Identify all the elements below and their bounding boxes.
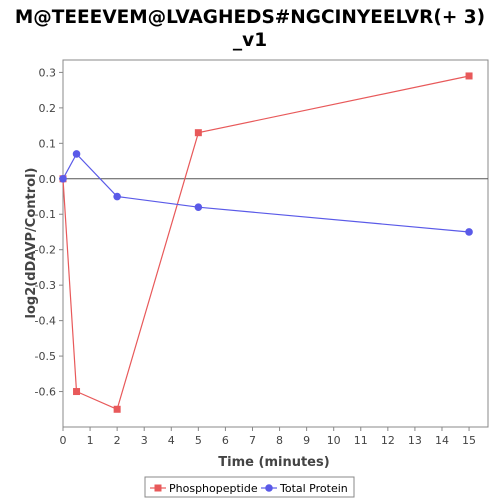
x-tick-label: 13: [408, 434, 422, 447]
plot-area: [62, 59, 489, 428]
legend-marker-total-protein: [265, 484, 273, 492]
x-tick-label: 14: [435, 434, 449, 447]
y-tick-label: 0.3: [39, 66, 57, 79]
chart-title-line-1: M@TEEEVEM@LVAGHEDS#NGCINYEELVR(+ 3): [14, 7, 486, 28]
x-tick-label: 11: [354, 434, 368, 447]
legend-box: [144, 476, 355, 498]
series-layer: [59, 72, 473, 413]
x-tick-label: 0: [60, 434, 67, 447]
data-point-phosphopeptide: [194, 129, 202, 137]
data-point-total-protein: [113, 192, 121, 201]
x-tick-label: 4: [168, 434, 175, 447]
data-point-total-protein: [72, 150, 81, 158]
x-tick-label: 8: [276, 434, 283, 447]
y-axis-title: log2(dDAVP/Control): [24, 168, 39, 319]
x-tick-label: 7: [249, 434, 256, 447]
x-tick-label: 5: [195, 434, 202, 447]
chart-title: M@TEEEVEM@LVAGHEDS#NGCINYEELVR(+ 3) _v1: [0, 6, 500, 52]
y-tick-label: 0.1: [39, 137, 57, 150]
x-tick-label: 12: [381, 434, 395, 447]
x-tick-label: 9: [303, 434, 310, 447]
x-axis: 0 1 2 3 4 5 6 7 8 9 10 11 12 13 14 15: [60, 427, 476, 447]
x-axis-title: Time (minutes): [218, 455, 329, 470]
y-tick-label: 0.0: [39, 173, 57, 186]
y-tick-label: 0.2: [39, 102, 57, 115]
data-point-phosphopeptide: [113, 405, 121, 413]
data-point-total-protein: [465, 228, 473, 236]
x-tick-label: 2: [114, 434, 121, 447]
legend-label-phosphopeptide: Phosphopeptide: [169, 482, 258, 495]
data-point-phosphopeptide: [73, 388, 81, 396]
chart-title-line-2: _v1: [232, 30, 268, 51]
data-point-total-protein: [194, 203, 203, 211]
legend-marker-phosphopeptide: [154, 484, 162, 492]
x-tick-label: 10: [327, 434, 341, 447]
y-tick-label: -0.6: [35, 386, 56, 399]
y-tick-label: -0.5: [35, 350, 56, 363]
y-tick-label: -0.3: [35, 279, 56, 292]
x-tick-label: 6: [222, 434, 229, 447]
legend-label-total-protein: Total Protein: [279, 482, 348, 495]
y-tick-label: -0.2: [35, 244, 56, 257]
y-tick-label: -0.1: [35, 208, 56, 221]
x-tick-label: 1: [87, 434, 94, 447]
x-tick-label: 15: [462, 434, 476, 447]
y-tick-label: -0.4: [35, 315, 56, 328]
y-axis: 0.3 0.2 0.1 0.0 -0.1 -0.2 -0.3 -0.4 -0.5 -0.6: [35, 66, 63, 399]
legend: Phosphopeptide Total Protein: [144, 476, 355, 498]
data-point-phosphopeptide: [465, 72, 473, 80]
data-point-total-protein: [59, 174, 67, 183]
x-tick-label: 3: [141, 434, 148, 447]
